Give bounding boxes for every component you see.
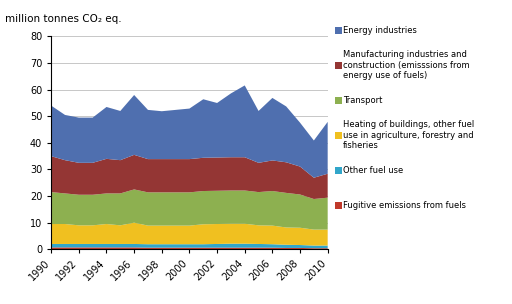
Text: Heating of buildings, other fuel
use in agriculture, forestry and
fisheries: Heating of buildings, other fuel use in …: [343, 120, 475, 150]
Text: Manufacturing industries and
construction (emisssions from
energy use of fuels): Manufacturing industries and constructio…: [343, 50, 470, 80]
Text: Energy industries: Energy industries: [343, 26, 417, 35]
Text: Fugitive emissions from fuels: Fugitive emissions from fuels: [343, 201, 466, 210]
Text: Transport: Transport: [343, 96, 382, 105]
Text: million tonnes CO₂ eq.: million tonnes CO₂ eq.: [5, 14, 122, 24]
Text: Other fuel use: Other fuel use: [343, 166, 403, 175]
